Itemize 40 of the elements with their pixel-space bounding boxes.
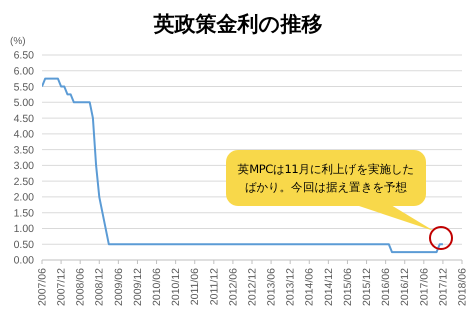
x-tick-label: 2008/06 [74, 268, 87, 306]
x-tick-label: 2015/12 [361, 268, 373, 306]
y-tick-label: 6.50 [14, 50, 34, 62]
x-tick-label: 2015/06 [342, 268, 354, 306]
x-tick-label: 2013/06 [266, 268, 278, 306]
y-tick-label: 0.50 [14, 238, 34, 251]
x-tick-label: 2009/06 [112, 268, 125, 306]
y-tick-label: 5.00 [14, 97, 34, 110]
y-tick-label: 3.50 [14, 144, 34, 156]
y-tick-label: 6.00 [14, 65, 34, 78]
x-tick-label: 2011/12 [208, 268, 220, 306]
y-tick-label: 4.50 [14, 112, 34, 125]
x-tick-label: 2010/06 [151, 268, 163, 306]
x-tick-label: 2007/12 [56, 268, 68, 306]
x-tick-label: 2009/12 [132, 268, 144, 306]
y-axis-title: (%) [10, 36, 26, 47]
x-tick-label: 2011/06 [189, 268, 202, 306]
x-tick-label: 2010/12 [170, 268, 182, 306]
x-tick-label: 2008/12 [94, 268, 106, 306]
x-tick-label: 2017/12 [437, 268, 450, 306]
y-tick-label: 2.00 [14, 192, 34, 204]
x-tick-label: 2007/06 [36, 268, 48, 306]
y-tick-label: 2.50 [14, 176, 34, 188]
y-tick-label: 0.00 [14, 254, 34, 267]
x-tick-label: 2012/06 [227, 268, 240, 306]
x-tick-label: 2018/06 [456, 268, 468, 306]
y-tick-label: 1.50 [14, 207, 34, 220]
x-tick-label: 2013/12 [284, 268, 297, 306]
x-tick-label: 2016/06 [380, 268, 392, 306]
x-tick-label: 2014/06 [304, 268, 316, 306]
y-tick-label: 4.00 [14, 128, 34, 141]
x-tick-label: 2017/06 [418, 268, 430, 306]
x-tick-label: 2016/12 [399, 268, 412, 306]
x-tick-label: 2012/12 [246, 268, 258, 306]
x-tick-label: 2014/12 [322, 268, 335, 306]
y-tick-label: 3.00 [14, 160, 34, 172]
y-tick-label: 5.50 [14, 81, 34, 94]
chart-title: 英政策金利の推移 [154, 12, 322, 36]
annotation: 英MPCは11月に利上げを実施したばかり。今回は据え置きを予想 [236, 161, 416, 196]
y-tick-label: 1.00 [14, 223, 34, 236]
